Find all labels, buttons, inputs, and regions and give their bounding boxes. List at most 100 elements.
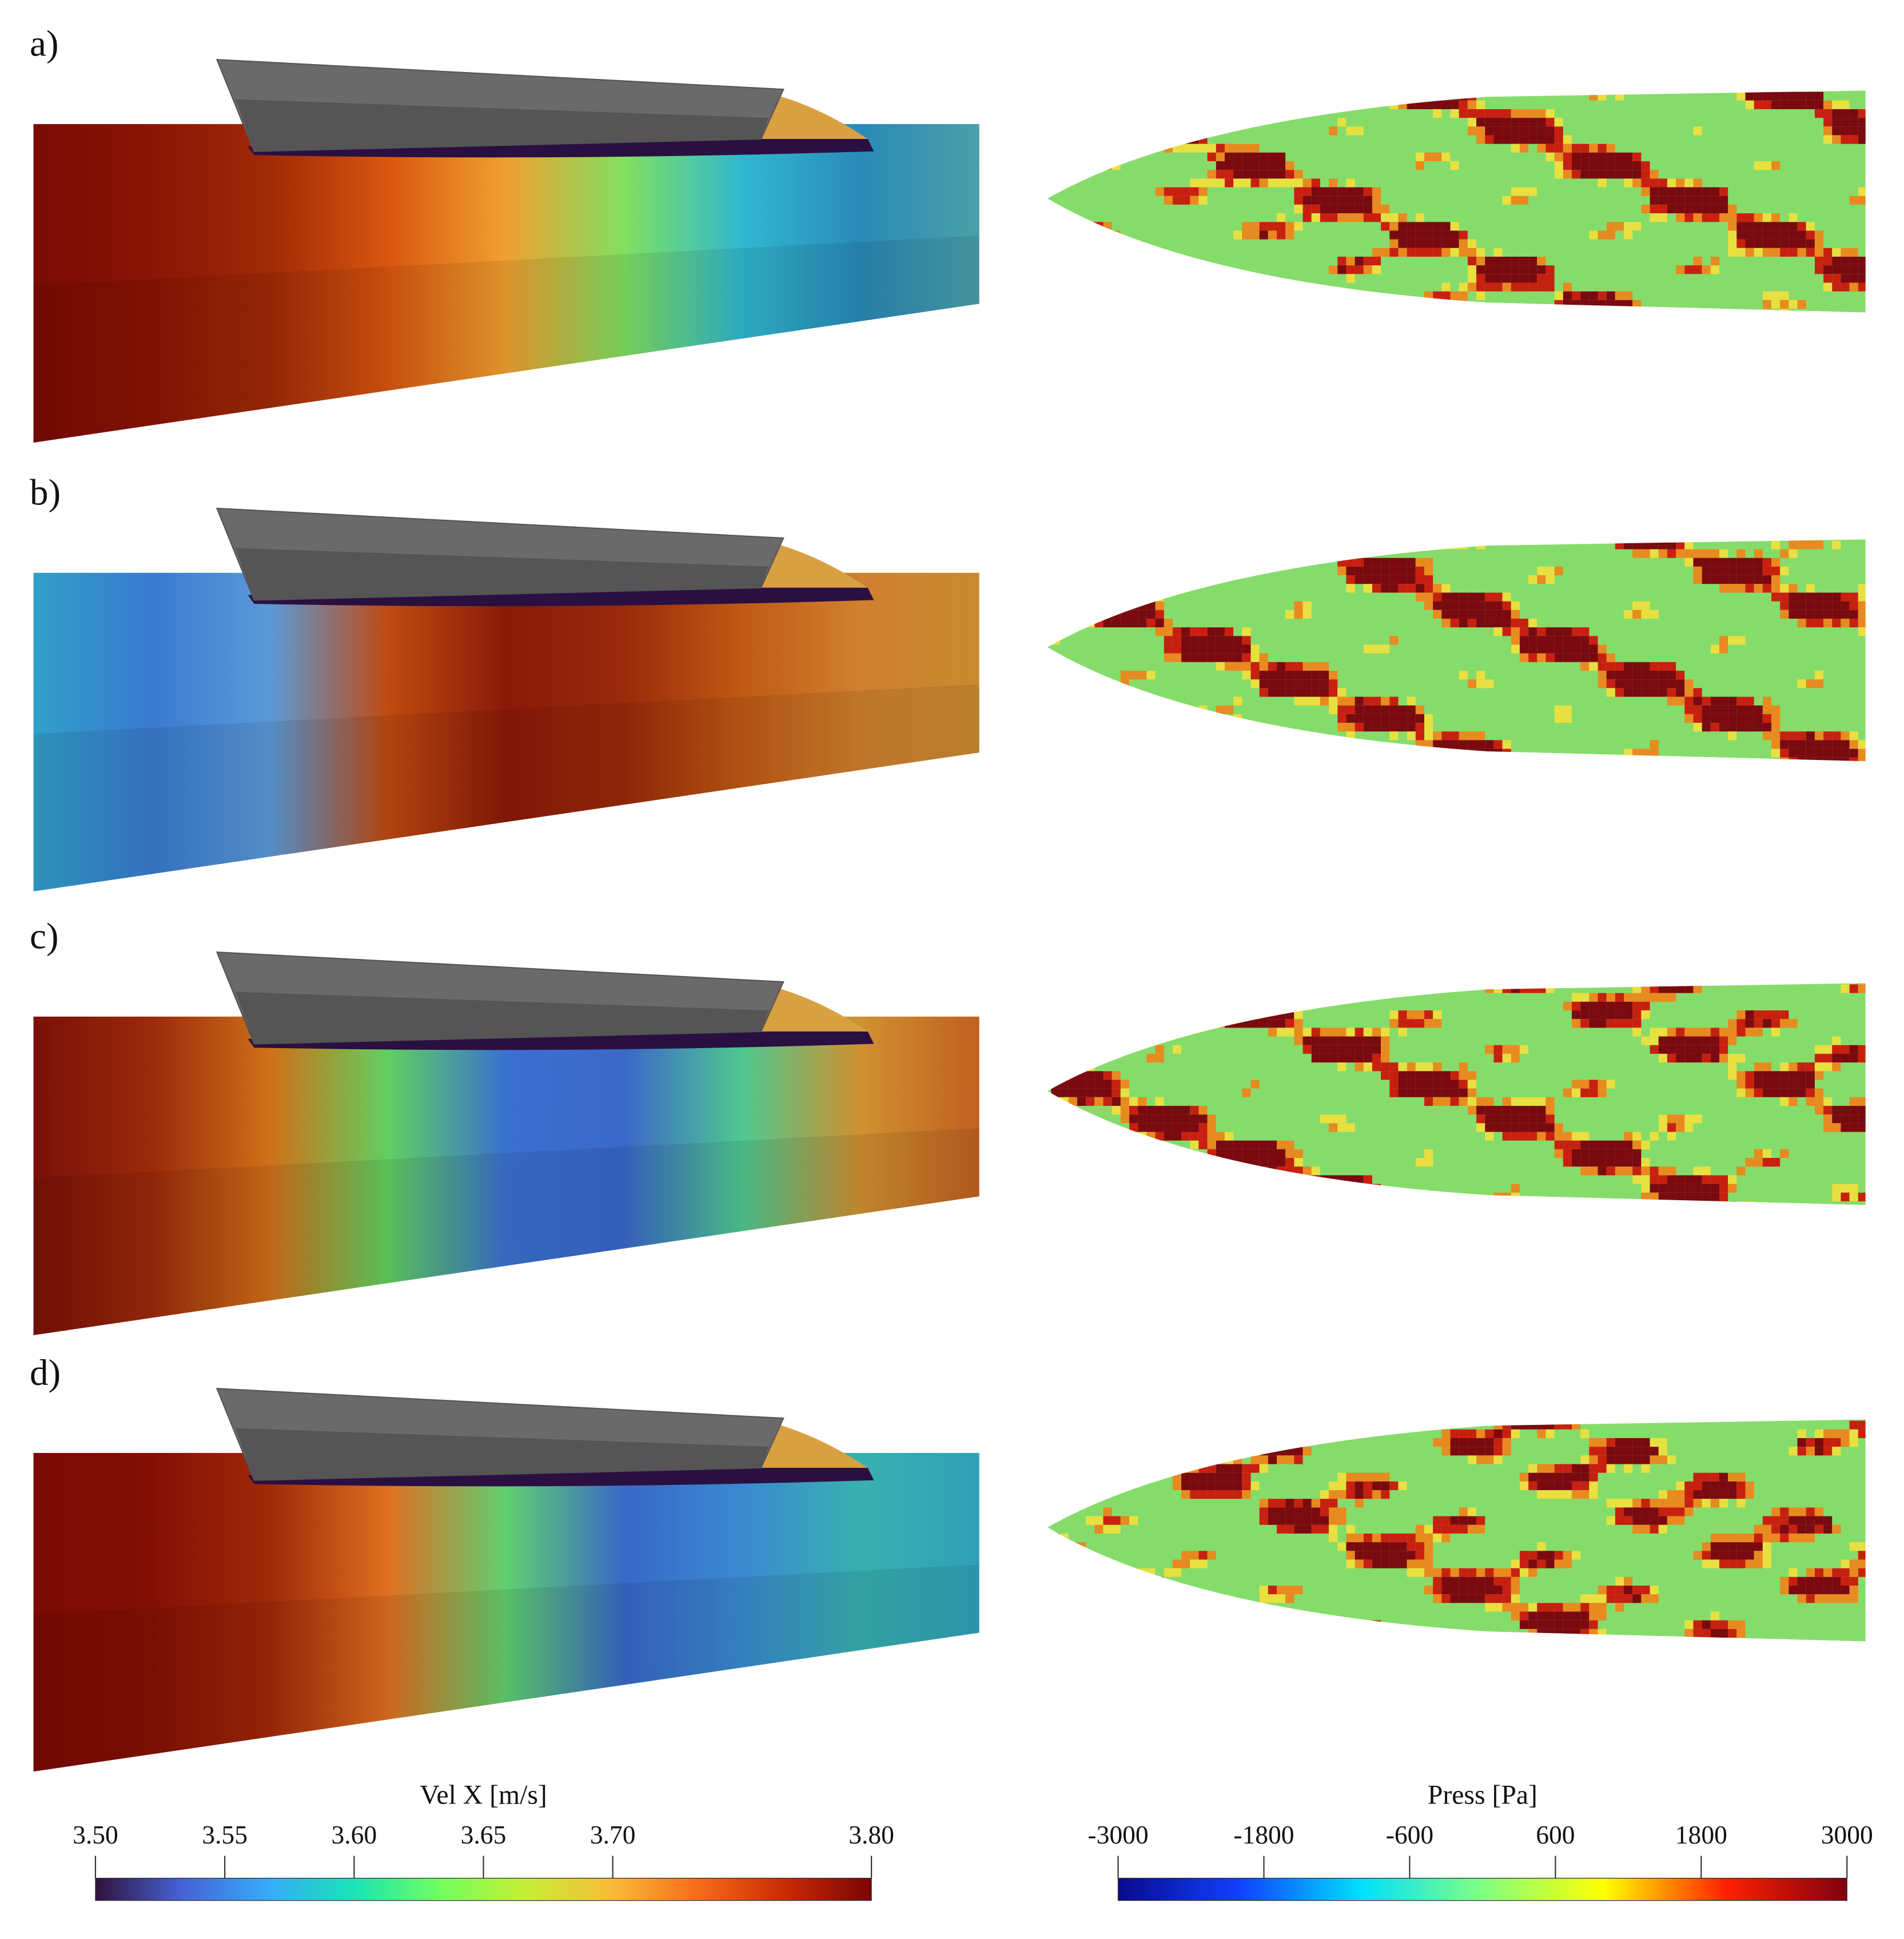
pressure-patch [1528,1123,1537,1132]
pressure-patch [1658,213,1667,222]
pressure-patch [1745,1201,1754,1205]
pressure-patch [1068,248,1077,257]
pressure-patch [1710,1559,1719,1568]
pressure-patch [1389,696,1399,706]
pressure-patch [1580,1629,1590,1638]
pressure-patch [1589,170,1598,179]
pressure-patch [1250,152,1260,161]
pressure-patch [1537,1123,1546,1132]
pressure-patch [1502,135,1511,144]
pressure-patch [1311,1516,1320,1525]
pressure-patch [1198,1114,1208,1124]
pressure-patch [1329,196,1338,205]
pressure-patch [1502,1097,1511,1106]
pressure-patch [1762,1010,1772,1020]
pressure-patch [1129,1114,1138,1124]
pressure-patch [1268,1516,1277,1525]
pressure-patch [1745,584,1754,593]
pressure-patch [1233,636,1242,645]
pressure-patch [1598,1438,1607,1447]
pressure-patch [1710,1192,1719,1201]
pressure-patch [1224,1481,1234,1491]
pressure-patch [1311,540,1320,550]
pressure-patch [1407,248,1416,257]
pressure-patch [1545,1114,1555,1124]
pressure-patch [1346,714,1355,723]
pressure-patch [1337,1201,1347,1205]
pressure-patch [1389,222,1399,231]
pressure-patch [1277,1001,1286,1011]
pressure-patch [1372,1620,1381,1629]
pressure-patch [1814,256,1824,266]
pressure-patch [1424,1568,1433,1577]
pressure-patch [1806,1097,1815,1106]
pressure-patch [1658,993,1667,1002]
pressure-patch [1259,1140,1268,1149]
pressure-patch [1641,748,1650,758]
pressure-patch [1789,592,1798,602]
pressure-patch [1545,118,1555,127]
pressure-patch [1641,549,1650,558]
pressure-patch [1762,723,1772,732]
pressure-patch [1736,1010,1746,1020]
pressure-patch [1771,1071,1780,1080]
pressure-patch [1329,1192,1338,1201]
pressure-patch [1424,1062,1433,1072]
pressure-patch [1467,618,1477,628]
pressure-patch [1710,723,1719,732]
pressure-patch [1693,714,1702,723]
pressure-patch [1329,178,1338,188]
pressure-patch [1641,204,1650,214]
pressure-patch [1606,1140,1615,1149]
pressure-patch [1207,636,1216,645]
pressure-patch [1407,566,1416,576]
pressure-patch [1467,1097,1477,1106]
pressure-patch [1190,1490,1199,1499]
pressure-patch [1059,714,1069,723]
pressure-patch [1754,723,1763,732]
pressure-patch [1789,1097,1798,1106]
pressure-patch [1858,610,1866,619]
pressure-patch [1632,161,1642,170]
pressure-patch [1320,1507,1329,1516]
pressure-patch [1476,1438,1485,1447]
pressure-patch [1832,274,1841,283]
pressure-patch [1589,230,1598,240]
pressure-patch [1320,187,1329,196]
pressure-patch [1216,636,1225,645]
pressure-patch [1745,1071,1754,1080]
pressure-patch [1780,610,1789,619]
pressure-patch [1719,1559,1728,1568]
pressure-patch [1259,152,1268,161]
pressure-patch [1632,1585,1642,1595]
pressure-patch [1172,1045,1182,1054]
pressure-patch [1242,222,1251,231]
pressure-patch [1311,178,1320,188]
pressure-patch [1198,196,1208,205]
pressure-patch [1216,705,1225,714]
pressure-patch [1502,627,1511,636]
pressure-patch [1146,1438,1156,1447]
pressure-patch [1719,636,1728,645]
pressure-patch [1277,1149,1286,1158]
pressure-patch [1719,705,1728,714]
pressure-patch [1858,618,1866,628]
pressure-patch [1242,178,1251,188]
pressure-patch [1433,239,1442,248]
pressure-patch [1563,1490,1572,1499]
spray [758,1422,868,1468]
pressure-patch [1467,239,1477,248]
pressure-patch [1814,1097,1824,1106]
pressure-patch [1650,1507,1659,1516]
pressure-patch [1537,1132,1546,1141]
pressure-patch [1389,575,1399,584]
pressure-patch [1858,592,1866,602]
pressure-patch [1728,1071,1737,1080]
pressure-patch [1450,291,1459,300]
pressure-patch [1511,1429,1520,1438]
pressure-patch [1485,740,1494,749]
pressure-patch [1693,187,1702,196]
pressure-patch [1545,575,1555,584]
pressure-patch [1519,627,1529,636]
pressure-patch [1736,705,1746,714]
